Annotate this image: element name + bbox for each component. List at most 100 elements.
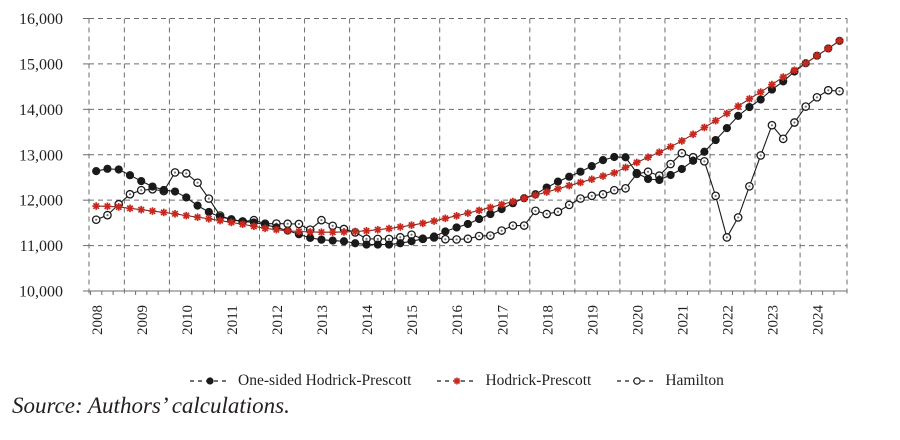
data-point [756,95,765,104]
data-point [655,175,664,185]
asterisk-stroke [239,220,246,228]
data-point [733,213,743,222]
data-point [328,236,337,245]
legend-item-one-sided-hp: One-sided Hodrick-Prescott [190,372,411,390]
data-point [317,215,326,225]
data-point [553,207,563,217]
asterisk-stroke [464,209,472,217]
data-point [340,228,348,236]
x-tick-label: 2015 [405,305,421,335]
asterisk-stroke [746,95,753,103]
data-point [429,232,439,241]
point-center [196,181,199,184]
point-center [365,237,368,240]
point-center [286,222,289,225]
data-point [587,162,596,171]
data-point [204,194,214,203]
data-point [92,202,100,210]
x-tick-label: 2011 [225,305,241,334]
point-center [680,152,683,155]
data-point [396,223,405,231]
asterisk-stroke [757,88,765,96]
data-point [351,227,360,236]
data-point [126,204,134,213]
data-point [362,227,371,235]
y-axis-ticks: 10,000 11,000 12,000 13,000 14,000 15,000 16,0… [19,11,63,301]
asterisk-stroke [419,219,427,227]
asterisk-stroke [216,217,224,224]
x-tick-label: 2013 [315,305,331,335]
data-point [689,156,698,165]
series-layer [91,36,844,249]
data-point [565,181,574,190]
data-point [441,214,450,223]
asterisk-stroke [554,185,562,193]
asterisk-stroke [408,221,415,229]
asterisk-stroke [588,175,596,183]
asterisk-stroke [228,219,235,226]
x-tick-label: 2012 [270,305,286,335]
data-point [159,185,168,195]
point-center [703,160,706,163]
x-tick-label: 2008 [90,305,106,335]
data-point [486,203,495,212]
point-center [804,105,807,108]
asterisk-stroke [396,223,404,231]
data-point [170,168,180,177]
asterisk-stroke [498,201,505,208]
asterisk-stroke [610,169,618,177]
data-point [261,224,269,233]
legend: One-sided Hodrick-Prescott Hodrick-Presc… [190,372,750,390]
asterisk-stroke [509,198,517,205]
data-point [678,137,686,145]
filled-circle-marker-icon [190,377,230,385]
data-point [114,203,123,211]
data-point [103,164,112,173]
data-point [103,210,112,220]
asterisk-stroke [329,228,337,236]
point-center [489,234,492,237]
data-point [475,206,483,215]
legend-item-hp: Hodrick-Prescott [437,372,591,390]
x-tick-label: 2009 [135,305,151,335]
data-point [823,85,833,95]
data-point [373,240,382,249]
data-point [564,200,574,210]
red-asterisk-marker-icon [437,377,478,385]
data-point [317,235,326,244]
point-center [444,238,447,241]
asterisk-stroke [487,204,494,211]
data-point [509,197,517,206]
data-point [621,153,630,162]
x-tick-label: 2021 [675,305,691,335]
data-point [745,102,754,112]
data-point [576,178,585,187]
data-point [734,102,742,110]
asterisk-stroke [205,215,213,223]
open-circle-marker-icon [617,377,658,385]
point-center [455,238,458,241]
asterisk-stroke [374,226,382,234]
asterisk-stroke [441,214,449,222]
asterisk-stroke [182,212,190,219]
data-point [452,223,461,232]
legend-label: One-sided Hodrick-Prescott [238,372,412,389]
data-point [339,237,349,246]
point-center [714,194,717,197]
point-center [590,194,593,197]
data-point [373,225,382,234]
asterisk-stroke [836,37,843,45]
asterisk-stroke [194,213,201,221]
asterisk-stroke [171,210,179,218]
point-center [523,224,526,227]
data-point [317,228,326,236]
x-tick-label: 2024 [811,305,827,336]
asterisk-stroke [644,153,652,161]
asterisk-stroke [137,206,145,214]
data-point [464,209,472,217]
data-point [587,175,596,184]
line-chart: 10,000 11,000 12,000 13,000 14,000 15,000 16,0… [19,11,848,336]
data-point [756,151,766,160]
data-point [91,215,101,225]
data-point [666,170,675,180]
